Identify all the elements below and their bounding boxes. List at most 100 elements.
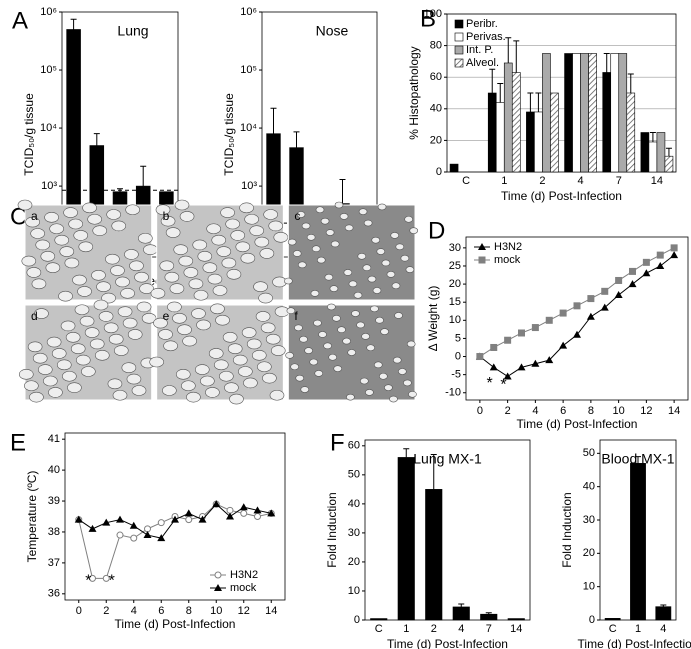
alveolus [32, 352, 48, 364]
alveolus [68, 218, 83, 230]
bar [487, 92, 497, 173]
panel-letter: A [12, 7, 28, 34]
alveolus [165, 227, 181, 238]
alveolus [112, 389, 128, 401]
marker [89, 574, 96, 582]
y-axis-label: Fold Induction [325, 492, 339, 567]
x-tick-label: 8 [588, 405, 594, 417]
alveolus [269, 389, 285, 401]
marker [601, 287, 609, 295]
marker [600, 303, 609, 311]
marker [573, 302, 581, 310]
alveolus [134, 271, 149, 283]
alveolus [365, 389, 374, 396]
alveolus [158, 329, 173, 340]
y-axis-label: TCID₅₀/g tissue [22, 93, 36, 176]
alveolus [44, 212, 59, 223]
y-tick-label: 40 [583, 481, 595, 493]
y-tick-label: 10 [348, 585, 360, 597]
y-axis-label: TCID₅₀/g tissue [222, 93, 236, 176]
marker [267, 509, 276, 517]
alveolus [31, 278, 47, 290]
x-tick-label: 12 [640, 405, 652, 417]
alveolus [179, 211, 195, 222]
y-tick-label: 10³ [241, 180, 257, 192]
alveolus [163, 340, 178, 352]
alveolus [56, 359, 72, 371]
alveolus [162, 385, 177, 396]
legend-label: H3N2 [230, 569, 258, 581]
bar [449, 163, 459, 173]
alveolus [316, 256, 326, 264]
alveolus [400, 254, 410, 262]
alveolus [221, 257, 237, 269]
alveolus [70, 343, 86, 355]
x-tick-label: 6 [560, 405, 566, 417]
alveolus [260, 322, 276, 334]
alveolus [353, 291, 363, 299]
alveolus [314, 370, 324, 377]
x-tick-label: 14 [668, 405, 680, 417]
alveolus [27, 341, 43, 353]
marker [490, 343, 498, 351]
alveolus [35, 239, 51, 251]
chart-title: Lung [117, 23, 148, 39]
alveolus [334, 201, 344, 209]
alveolus [239, 202, 254, 214]
alveolus [17, 199, 33, 211]
marker [559, 309, 567, 317]
alveolus [409, 227, 419, 234]
alveolus [361, 333, 370, 340]
x-tick-label: 1 [635, 623, 641, 635]
alveolus [67, 382, 82, 393]
error-bar [485, 612, 492, 615]
y-tick-label: 37 [48, 557, 60, 569]
alveolus [304, 347, 313, 354]
error-bar [293, 131, 300, 148]
alveolus [111, 220, 127, 232]
alveolus [392, 356, 402, 364]
y-tick-label: 40 [348, 498, 360, 510]
alveolus [182, 335, 197, 347]
alveolus [194, 364, 210, 375]
marker [214, 584, 222, 591]
x-tick-label: 2 [505, 405, 511, 417]
marker [239, 503, 248, 511]
legend-swatch [454, 45, 464, 55]
error-bar [527, 92, 534, 112]
alveolus [398, 368, 407, 375]
x-axis-label: Time (d) Post-Infection [578, 637, 691, 649]
bar [534, 111, 543, 173]
alveolus [313, 319, 322, 327]
marker [531, 324, 539, 332]
alveolus [177, 324, 192, 336]
alveolus [29, 391, 44, 403]
alveolus [103, 322, 119, 334]
alveolus [318, 331, 327, 338]
error-bar [635, 456, 641, 464]
chart-title: Nose [316, 23, 349, 39]
y-tick-label: 10⁴ [40, 122, 57, 134]
bar [604, 618, 621, 621]
alveolus [210, 303, 225, 315]
alveolus [295, 374, 305, 382]
y-tick-label: 10⁵ [240, 64, 257, 76]
marker [214, 571, 222, 579]
alveolus [351, 310, 360, 317]
marker [615, 276, 623, 284]
alveolus [243, 377, 258, 389]
marker [629, 267, 636, 275]
marker [531, 359, 540, 367]
legend-label: Int. P. [466, 44, 493, 56]
alveolus [310, 290, 320, 297]
alveolus [262, 372, 277, 384]
x-tick-label: 14 [265, 605, 277, 617]
y-tick-label: 40 [430, 103, 442, 115]
x-tick-label: 2 [103, 605, 109, 617]
marker [573, 330, 581, 338]
x-tick-label: 7 [616, 175, 622, 187]
x-tick-label: 4 [131, 605, 137, 617]
alveolus [26, 267, 42, 278]
marker [102, 518, 111, 526]
x-tick-label: 4 [660, 623, 666, 635]
